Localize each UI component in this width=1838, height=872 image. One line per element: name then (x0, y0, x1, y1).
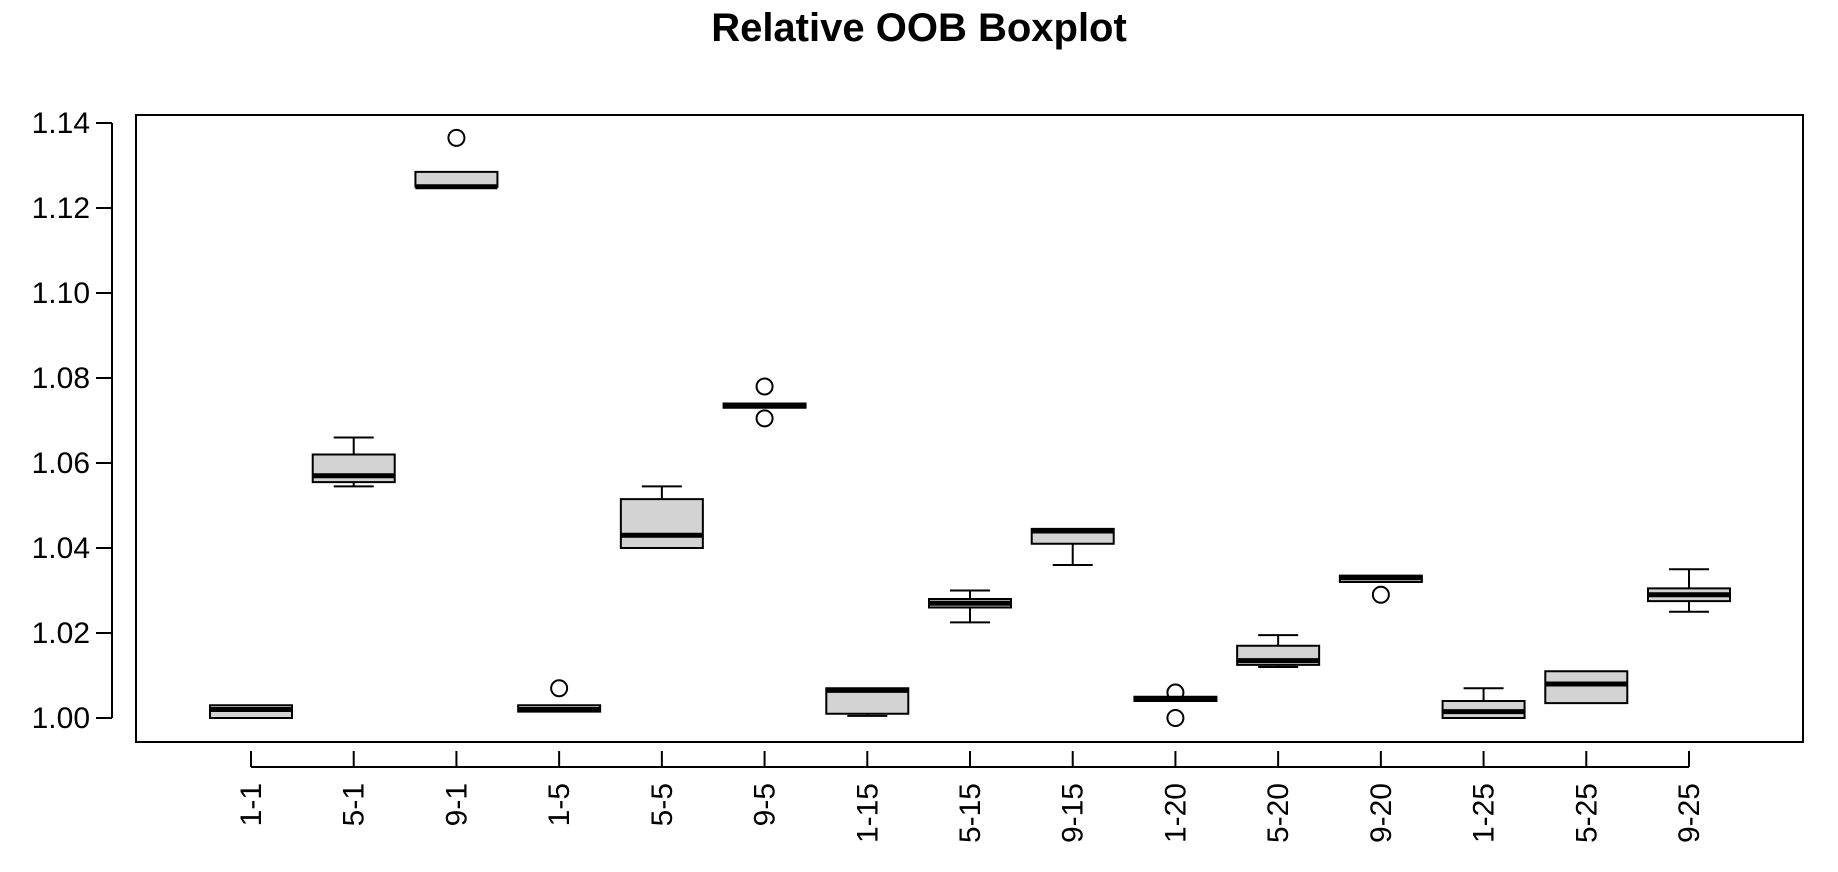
x-tick-label: 9-1 (440, 783, 473, 826)
x-tick-label: 5-25 (1570, 783, 1603, 843)
outlier-point (1166, 709, 1185, 727)
x-tick-label: 1-15 (851, 783, 884, 843)
box-9-15 (1030, 527, 1115, 566)
chart-title: Relative OOB Boxplot (711, 6, 1127, 50)
box-body (1544, 670, 1629, 705)
x-tick-label: 1-5 (543, 783, 576, 826)
box-5-25 (1544, 670, 1629, 705)
box-5-15 (928, 589, 1012, 624)
box-body (619, 498, 704, 549)
y-tick-label: 1.10 (32, 277, 90, 310)
box-5-20 (1236, 634, 1321, 668)
box-5-1 (311, 436, 396, 488)
box-9-20 (1338, 574, 1423, 604)
box-1-5 (517, 679, 602, 713)
x-tick-label: 5-1 (338, 783, 371, 826)
y-tick-label: 1.12 (32, 192, 90, 225)
x-tick-label: 9-25 (1673, 783, 1706, 843)
box-9-5 (722, 377, 807, 428)
x-tick-label: 5-5 (646, 783, 679, 826)
x-tick-label: 1-20 (1159, 783, 1192, 843)
x-tick-label: 5-20 (1262, 783, 1295, 843)
box-1-1 (209, 704, 293, 719)
box-9-25 (1647, 568, 1731, 613)
box-1-25 (1441, 687, 1526, 719)
x-tick-label: 9-20 (1365, 783, 1398, 843)
y-axis-ticks: 1.00 1.02 1.04 1.06 1.08 1.10 1.12 1.14 (32, 107, 112, 735)
box-5-5 (619, 485, 704, 549)
box-9-1 (414, 128, 499, 190)
y-tick-label: 1.14 (32, 107, 90, 140)
x-tick-label: 5-15 (954, 783, 987, 843)
outlier-point (1166, 683, 1185, 702)
plot-frame (135, 114, 1804, 743)
x-tick-label: 1-1 (235, 783, 268, 826)
y-tick-label: 1.04 (32, 532, 90, 565)
y-tick-label: 1.00 (32, 702, 90, 735)
box-1-20 (1133, 683, 1218, 727)
boxes-group (209, 128, 1731, 727)
y-tick-label: 1.06 (32, 447, 90, 480)
x-axis-ticks: 1-1 5-1 9-1 1-5 5-5 9-5 1-15 5-15 9-15 1-20 5-20 9-… (235, 751, 1706, 843)
outlier-point (755, 377, 774, 396)
outlier-point (447, 128, 466, 147)
y-tick-label: 1.08 (32, 362, 90, 395)
x-tick-label: 1-25 (1468, 783, 1501, 843)
box-1-15 (825, 687, 910, 717)
outlier-point (755, 409, 774, 428)
outlier-point (1371, 585, 1390, 604)
x-tick-label: 9-5 (749, 783, 782, 826)
outlier-point (550, 679, 569, 698)
y-tick-label: 1.02 (32, 617, 90, 650)
x-tick-label: 9-15 (1057, 783, 1090, 843)
